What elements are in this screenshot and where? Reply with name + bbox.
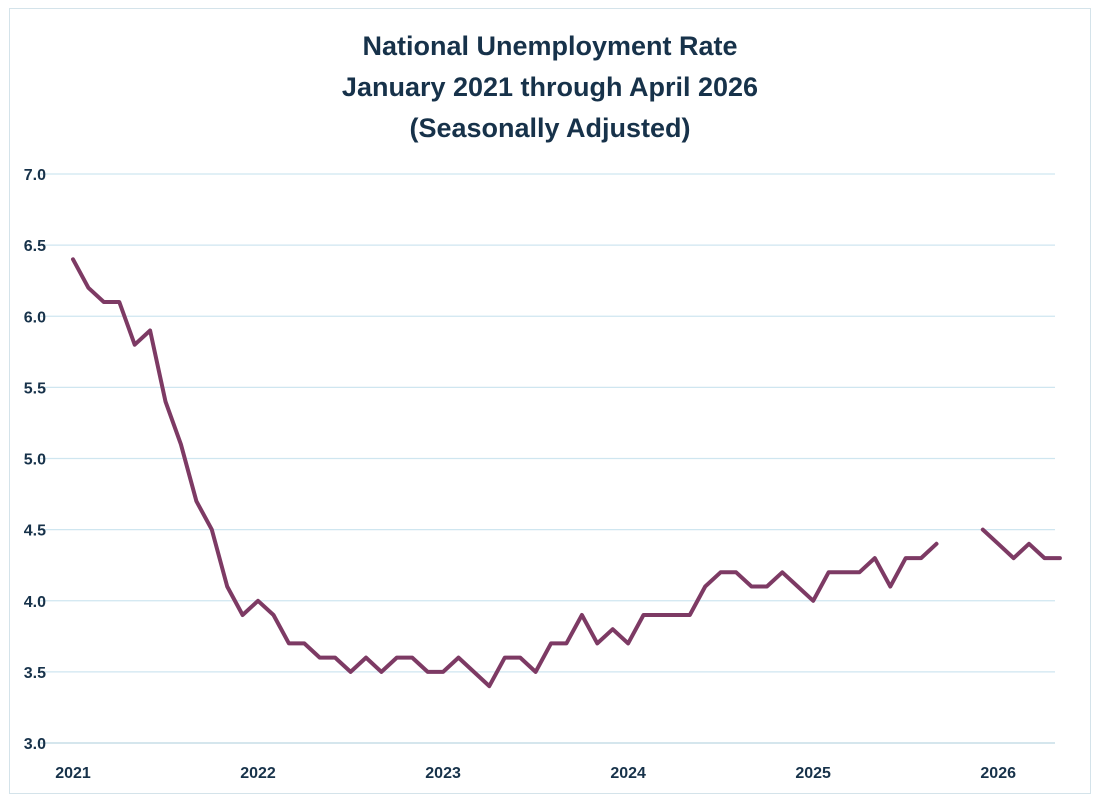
x-tick-label: 2023 [425,765,461,782]
y-axis: 3.0 3.5 4.0 4.5 5.0 5.5 6.0 6.5 7.0 [24,167,46,753]
series-unemployment-rate [71,257,1062,689]
series-line-segment [980,527,1062,561]
y-tick-label: 7.0 [24,167,46,184]
y-tick-label: 4.5 [24,523,46,540]
x-tick-label: 2022 [240,765,276,782]
chart-title-line-3: (Seasonally Adjusted) [409,113,691,143]
x-tick-label: 2024 [610,765,646,782]
x-axis: 2021 2022 2023 2024 2025 2026 [55,765,1016,782]
y-tick-label: 3.0 [24,736,46,753]
grid-lines [38,173,1055,744]
y-tick-label: 5.5 [24,380,46,397]
y-tick-label: 6.5 [24,238,46,255]
x-tick-label: 2025 [795,765,831,782]
y-tick-label: 5.0 [24,452,46,469]
series-line-segment [71,257,939,689]
y-tick-label: 4.0 [24,594,46,611]
chart-title: National Unemployment Rate January 2021 … [0,26,1100,149]
chart-title-line-2: January 2021 through April 2026 [341,72,759,102]
chart-title-line-1: National Unemployment Rate [362,31,738,61]
x-tick-label: 2021 [55,765,91,782]
y-tick-label: 6.0 [24,309,46,326]
x-tick-label: 2026 [980,765,1016,782]
y-tick-label: 3.5 [24,665,46,682]
chart-frame [9,8,1091,794]
